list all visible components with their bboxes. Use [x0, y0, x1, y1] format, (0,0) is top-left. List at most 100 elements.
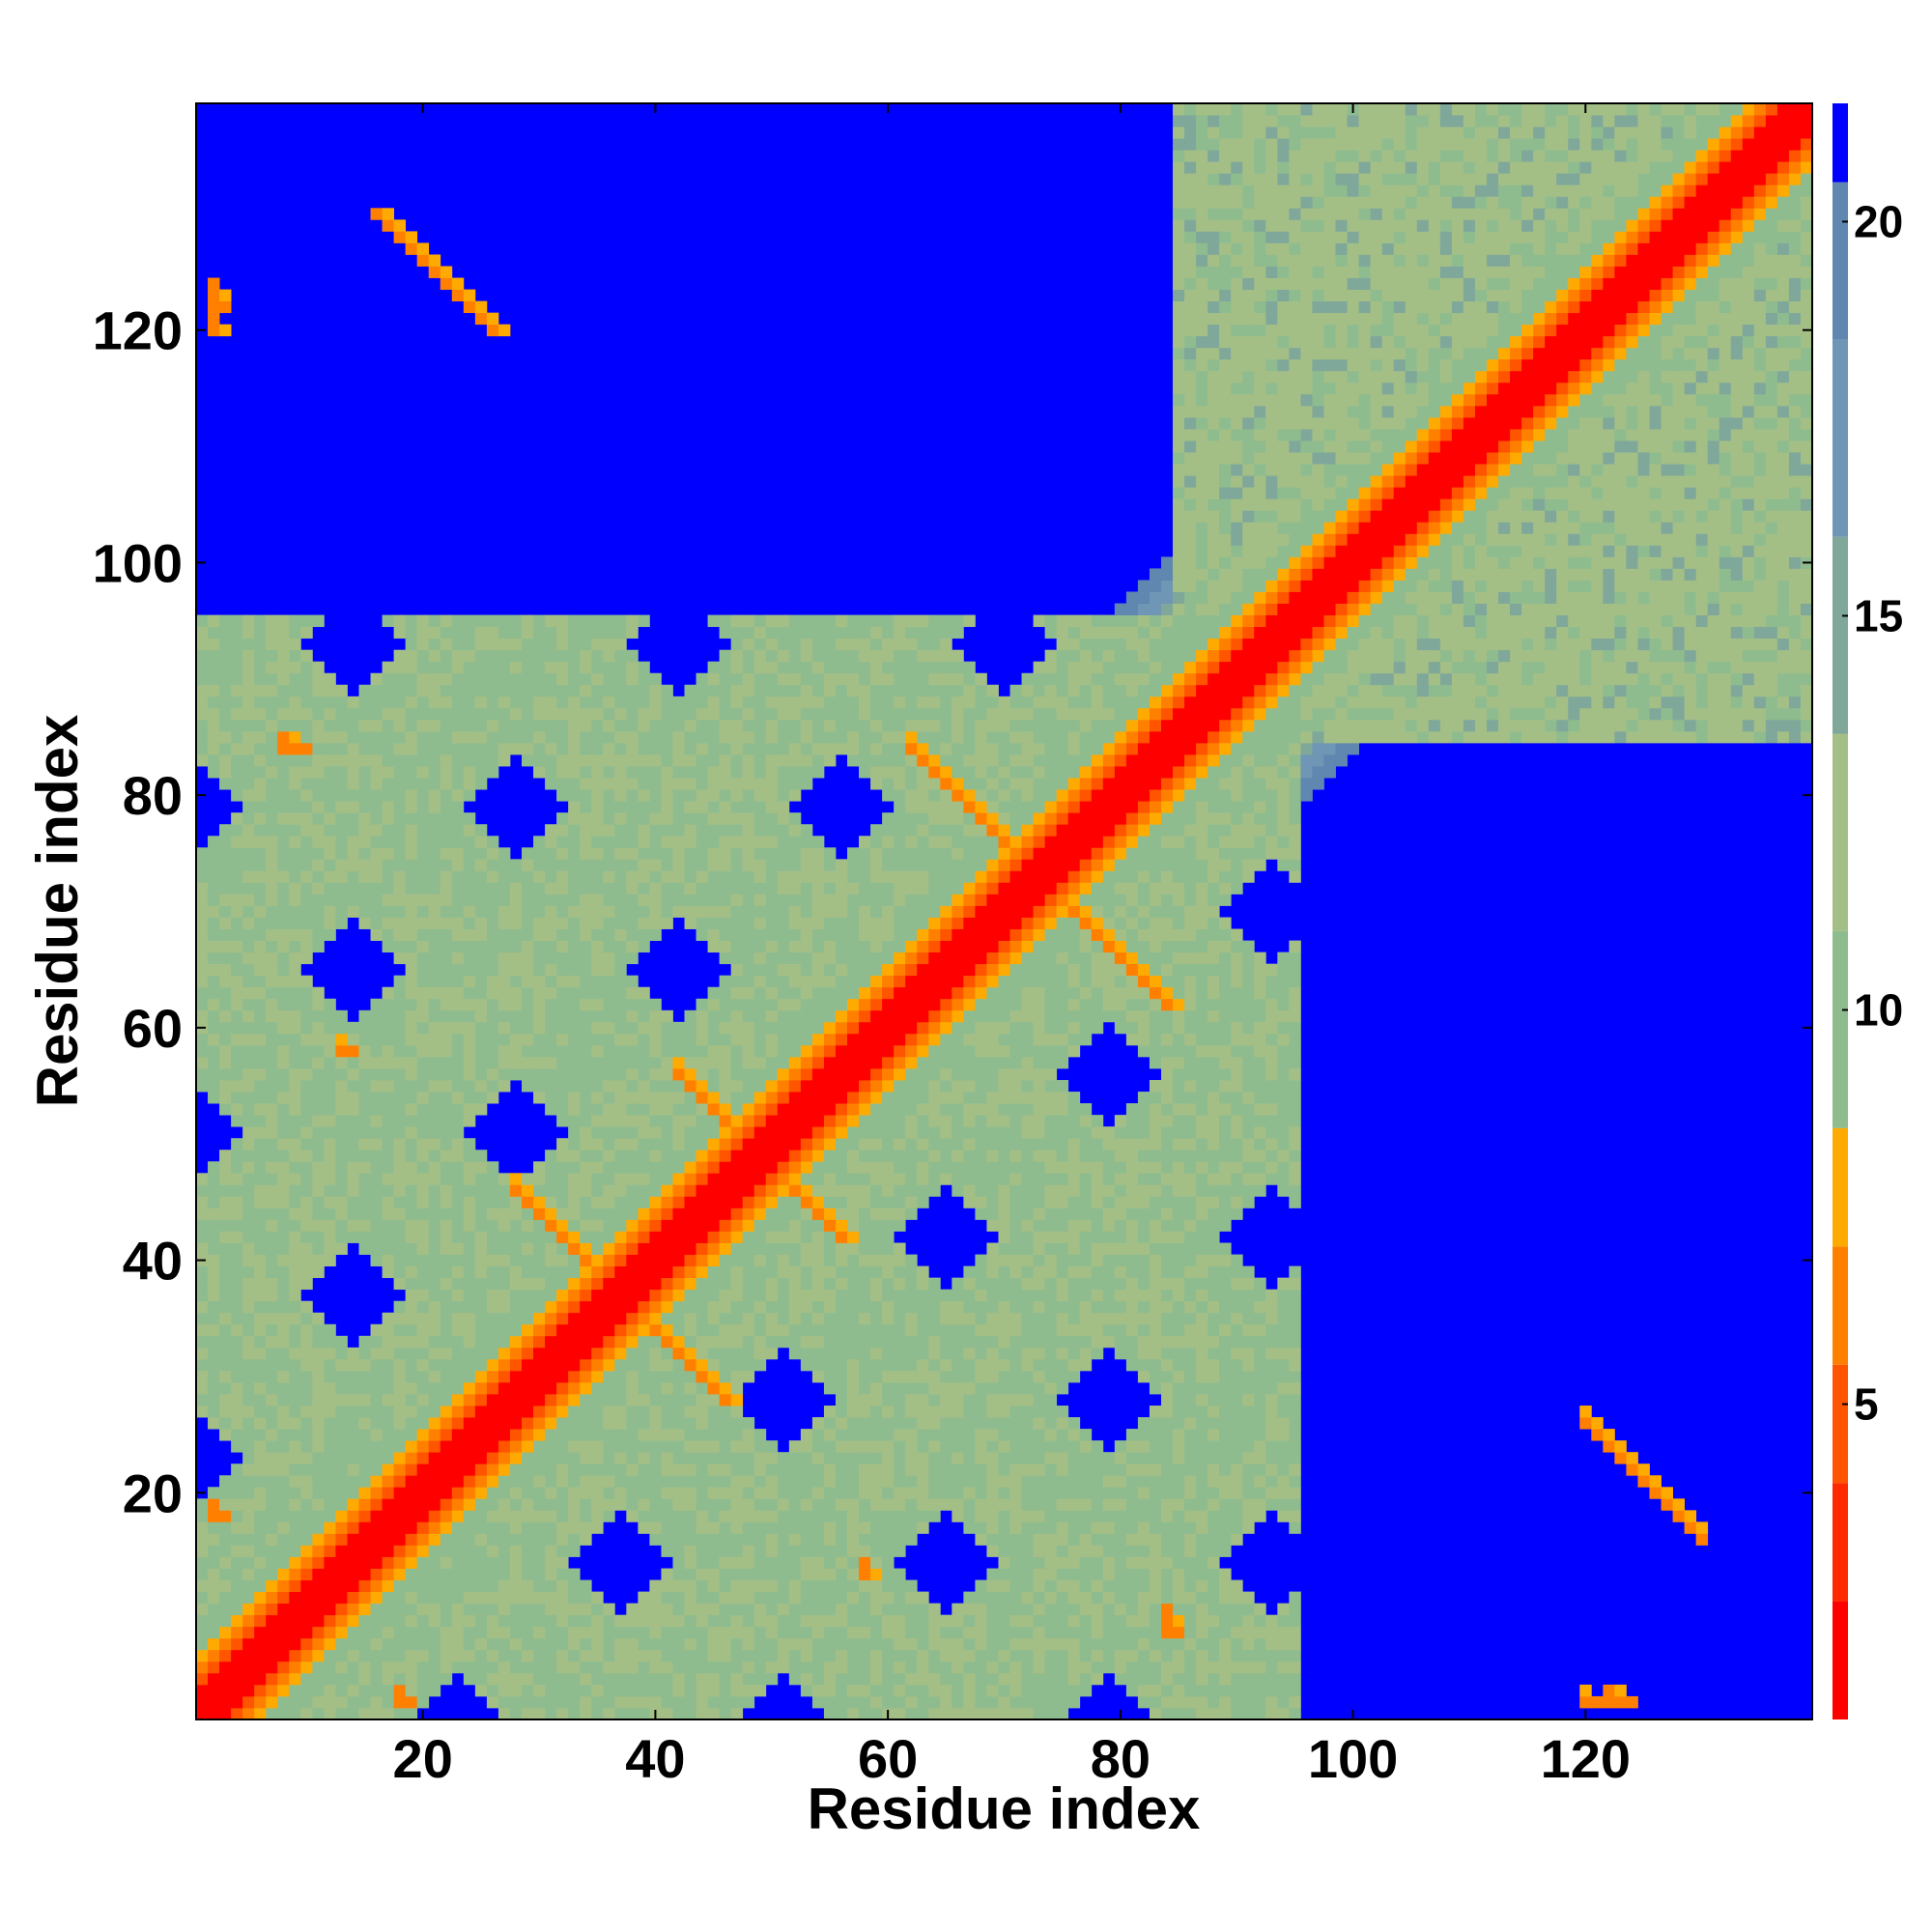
heatmap-cell	[753, 975, 767, 988]
heatmap-cell	[300, 649, 313, 663]
heatmap-cell	[777, 1521, 790, 1534]
heatmap-cell	[603, 1440, 615, 1453]
heatmap-cell	[638, 1498, 650, 1511]
heatmap-cell	[719, 859, 732, 871]
heatmap-cell	[266, 1254, 278, 1266]
heatmap-cell	[300, 754, 313, 767]
heatmap-cell	[242, 1381, 255, 1395]
heatmap-cell	[684, 1300, 696, 1314]
heatmap-cell	[580, 1009, 592, 1023]
heatmap-cell	[416, 1150, 430, 1162]
heatmap-cell	[649, 1277, 662, 1291]
heatmap-cell	[568, 754, 581, 767]
heatmap-cell	[393, 1009, 407, 1023]
heatmap-cell	[358, 1568, 371, 1580]
heatmap-cell	[522, 730, 534, 744]
heatmap-cell	[591, 1440, 604, 1453]
heatmap-cell	[208, 1044, 220, 1058]
heatmap-cell	[649, 766, 662, 779]
heatmap-cell	[382, 1126, 395, 1139]
heatmap-cell	[370, 1080, 383, 1093]
heatmap-cell	[266, 1184, 278, 1197]
heatmap-cell	[753, 1579, 767, 1593]
heatmap-cell	[405, 1545, 418, 1557]
heatmap-cell	[497, 1021, 511, 1035]
heatmap-cell	[358, 1533, 371, 1546]
heatmap-cell	[847, 1429, 860, 1441]
heatmap-cell	[196, 859, 209, 871]
heatmap-cell	[486, 1347, 499, 1360]
heatmap-cell	[231, 1103, 243, 1116]
heatmap-cell	[416, 859, 430, 871]
heatmap-cell	[788, 649, 802, 663]
heatmap-cell	[800, 998, 813, 1011]
heatmap-cell	[847, 1254, 860, 1266]
heatmap-cell	[382, 1603, 395, 1616]
heatmap-cell	[533, 1568, 546, 1580]
heatmap-cell	[428, 1067, 441, 1081]
heatmap-cell	[335, 1487, 348, 1499]
heatmap-cell	[614, 917, 627, 929]
heatmap-cell	[800, 1265, 813, 1279]
heatmap-cell	[312, 1695, 325, 1709]
heatmap-cell	[568, 1487, 581, 1499]
heatmap-cell	[835, 998, 848, 1011]
heatmap-cell	[753, 742, 767, 755]
heatmap-cell	[393, 1463, 407, 1476]
heatmap-cell	[242, 952, 255, 965]
heatmap-cell	[684, 1347, 696, 1360]
heatmap-cell	[254, 1603, 267, 1616]
heatmap-cell	[707, 1184, 721, 1197]
heatmap-cell	[707, 1626, 721, 1639]
heatmap-cell	[811, 1556, 825, 1569]
heatmap-cell	[638, 1009, 650, 1023]
heatmap-cell	[358, 1556, 371, 1569]
heatmap-cell	[463, 1150, 476, 1162]
heatmap-cell	[847, 1637, 860, 1651]
heatmap-cell	[847, 707, 860, 721]
heatmap-cell	[416, 1406, 430, 1418]
heatmap-cell	[684, 766, 696, 779]
heatmap-cell	[312, 1487, 325, 1499]
heatmap-cell	[347, 1545, 359, 1557]
heatmap-cell	[416, 730, 430, 744]
heatmap-cell	[614, 882, 627, 895]
heatmap-cell	[219, 1487, 232, 1499]
heatmap-cell	[626, 1672, 639, 1686]
heatmap-cell	[451, 905, 465, 918]
heatmap-cell	[603, 1126, 615, 1139]
heatmap-cell	[463, 894, 476, 906]
heatmap-cell	[289, 1358, 301, 1372]
heatmap-cell	[474, 1277, 488, 1291]
heatmap-cell	[591, 1370, 604, 1383]
heatmap-cell	[823, 719, 837, 732]
heatmap-cell	[486, 742, 499, 755]
heatmap-cell	[300, 836, 313, 848]
heatmap-cell	[777, 824, 790, 837]
heatmap-cell	[730, 1033, 744, 1046]
heatmap-cell	[370, 1381, 383, 1395]
heatmap-cell	[847, 754, 860, 767]
heatmap-cell	[696, 894, 708, 906]
heatmap-cell	[777, 847, 790, 860]
heatmap-cell	[463, 1637, 476, 1651]
heatmap-cell	[370, 1067, 383, 1081]
heatmap-cell	[231, 1196, 243, 1208]
heatmap-cell	[626, 719, 639, 732]
heatmap-cell	[497, 707, 511, 721]
heatmap-cell	[289, 1173, 301, 1185]
heatmap-cell	[428, 266, 441, 278]
heatmap-cell	[823, 1067, 837, 1081]
heatmap-cell	[638, 847, 650, 860]
heatmap-cell	[393, 1487, 407, 1499]
heatmap-cell	[486, 1242, 499, 1255]
heatmap-cell	[777, 730, 790, 744]
heatmap-cell	[800, 1138, 813, 1151]
heatmap-cell	[231, 1092, 243, 1104]
heatmap-cell	[591, 882, 604, 895]
heatmap-cell	[800, 766, 813, 779]
heatmap-cell	[638, 894, 650, 906]
heatmap-cell	[358, 1115, 371, 1127]
heatmap-cell	[300, 1649, 313, 1662]
heatmap-cell	[753, 684, 767, 697]
